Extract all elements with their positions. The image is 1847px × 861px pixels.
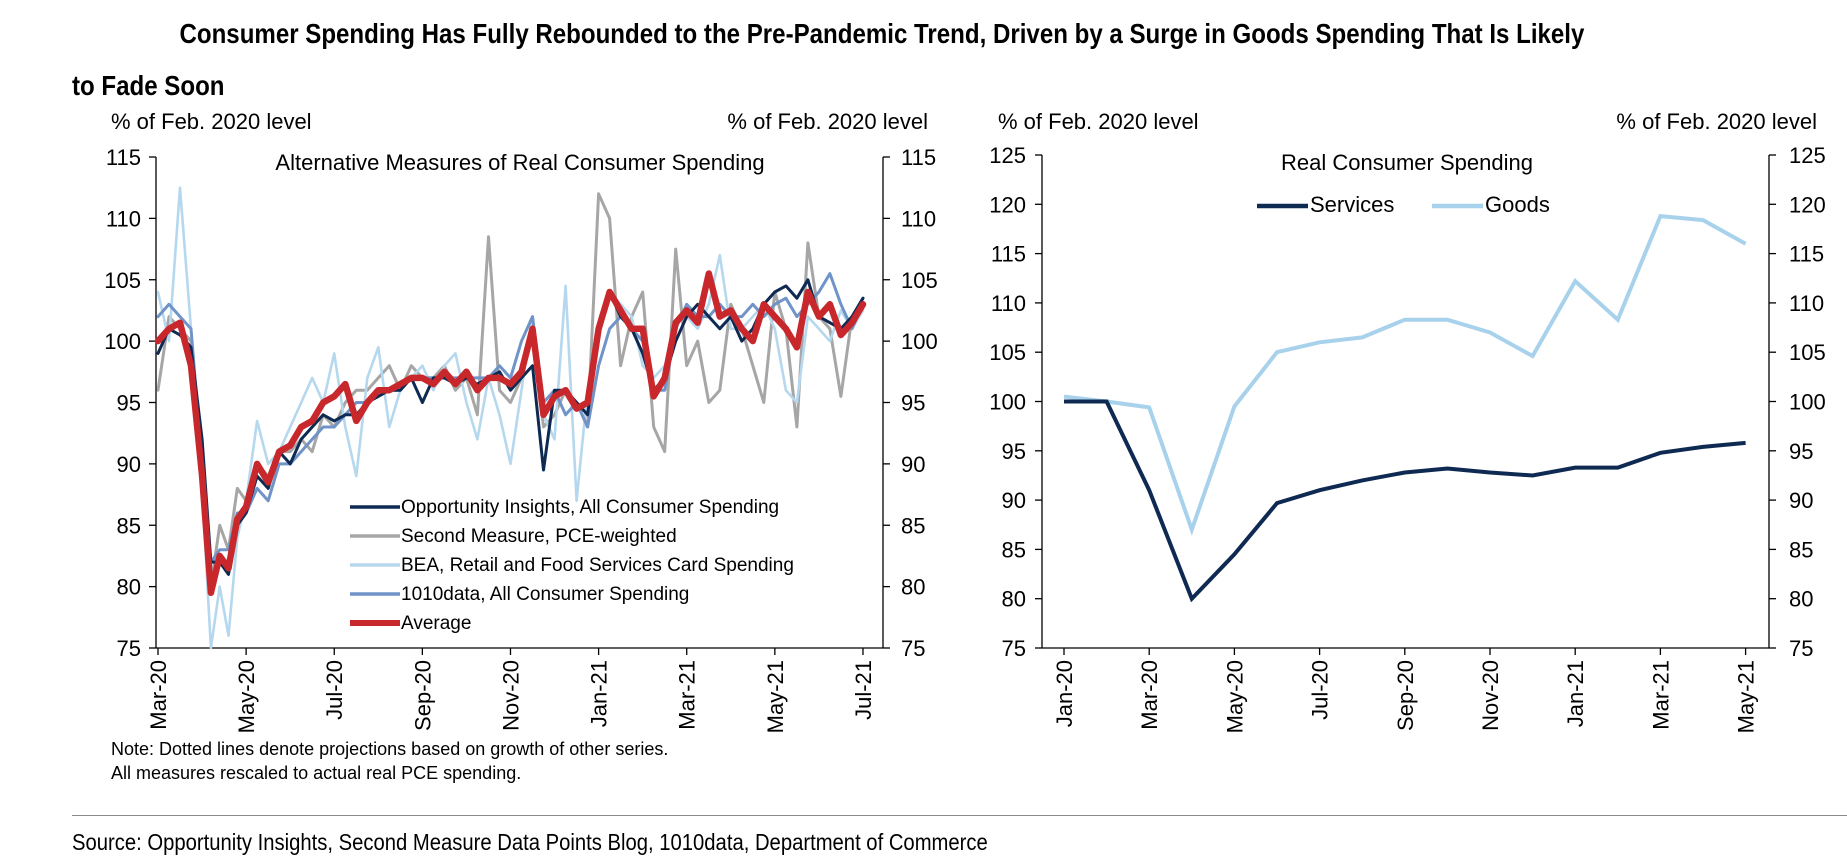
y-tick-label-right: 125: [1789, 143, 1826, 168]
x-tick-label: Mar-20: [1137, 660, 1162, 730]
series-line-bea: [156, 186, 865, 650]
x-tick-label: Jul-21: [851, 660, 876, 720]
x-tick-label: Jul-20: [322, 660, 347, 720]
x-tick-label: May-21: [763, 660, 788, 733]
x-tick-label: Jan-20: [1052, 660, 1077, 727]
y-tick-label-left: 100: [989, 390, 1026, 415]
note-line-2: All measures rescaled to actual real PCE…: [111, 763, 521, 783]
y-tick-label-right: 105: [1789, 340, 1826, 365]
y-tick-label-right: 105: [901, 268, 938, 293]
panel-title: Alternative Measures of Real Consumer Sp…: [275, 150, 764, 175]
x-tick-label: Nov-20: [1478, 660, 1503, 731]
y-tick-label-left: 105: [989, 340, 1026, 365]
right-axis-unit: % of Feb. 2020 level: [727, 109, 928, 134]
y-tick-label-right: 85: [1789, 537, 1813, 562]
y-tick-label-right: 75: [1789, 636, 1813, 661]
legend-label: Services: [1310, 192, 1394, 217]
y-tick-label-left: 90: [117, 452, 141, 477]
y-tick-label-right: 100: [1789, 390, 1826, 415]
x-tick-label: May-20: [1222, 660, 1247, 733]
x-tick-label: Mar-21: [1648, 660, 1673, 730]
y-tick-label-left: 115: [106, 145, 141, 170]
legend-label: Average: [401, 613, 471, 634]
y-tick-label-right: 120: [1789, 192, 1826, 217]
legend-label: 1010data, All Consumer Spending: [401, 584, 689, 605]
y-tick-label-right: 110: [1789, 291, 1824, 316]
x-tick-label: Mar-20: [146, 660, 171, 730]
y-tick-label-right: 95: [1789, 439, 1813, 464]
y-tick-label-right: 80: [901, 575, 925, 600]
y-tick-label-left: 120: [989, 192, 1026, 217]
x-tick-label: Sep-20: [1393, 660, 1418, 731]
y-tick-label-left: 95: [117, 391, 141, 416]
x-tick-label: Jan-21: [587, 660, 612, 727]
y-tick-label-left: 95: [1002, 439, 1026, 464]
x-tick-label: Nov-20: [498, 660, 523, 731]
y-tick-label-right: 95: [901, 391, 925, 416]
chart-title: Consumer Spending Has Fully Rebounded to…: [72, 18, 1585, 101]
left-axis-unit: % of Feb. 2020 level: [111, 109, 312, 134]
y-tick-label-left: 110: [991, 291, 1026, 316]
y-tick-label-right: 115: [901, 145, 936, 170]
source-note: Source: Opportunity Insights, Second Mea…: [72, 829, 988, 855]
x-tick-label: Jan-21: [1563, 660, 1588, 727]
y-tick-label-right: 110: [901, 206, 936, 231]
legend-label: Opportunity Insights, All Consumer Spend…: [401, 497, 779, 518]
y-tick-label-right: 75: [901, 636, 925, 661]
y-tick-label-left: 125: [989, 143, 1026, 168]
x-tick-label: Mar-21: [675, 660, 700, 730]
y-tick-label-left: 80: [1002, 587, 1026, 612]
y-tick-label-right: 100: [901, 329, 938, 354]
legend-label: Second Measure, PCE-weighted: [401, 526, 677, 547]
y-tick-label-left: 85: [117, 513, 141, 538]
right-panel: 75 75 80 80 85 85 90 90 95 95 100 100 105 105 110 110 11…: [989, 109, 1825, 733]
y-tick-label-left: 85: [1002, 537, 1026, 562]
legend-label: Goods: [1485, 192, 1550, 217]
x-tick-label: May-21: [1734, 660, 1759, 733]
left-axis-unit: % of Feb. 2020 level: [998, 109, 1199, 134]
legend-label: BEA, Retail and Food Services Card Spend…: [401, 555, 794, 576]
y-tick-label-left: 75: [117, 636, 141, 661]
series-line-average: [154, 270, 867, 597]
series-line-tenten: [156, 272, 865, 564]
y-tick-label-right: 80: [1789, 587, 1813, 612]
x-tick-label: Jul-20: [1308, 660, 1333, 720]
y-tick-label-right: 115: [1789, 242, 1824, 267]
right-axis-unit: % of Feb. 2020 level: [1616, 109, 1817, 134]
note-line-1: Note: Dotted lines denote projections ba…: [111, 739, 668, 759]
y-tick-label-right: 85: [901, 513, 925, 538]
series-line-services: [1064, 399, 1746, 603]
y-tick-label-right: 90: [901, 452, 925, 477]
y-tick-label-left: 80: [117, 575, 141, 600]
y-tick-label-left: 115: [991, 242, 1026, 267]
y-tick-label-left: 105: [104, 268, 141, 293]
x-tick-label: May-20: [234, 660, 259, 733]
source-divider: [72, 815, 1847, 816]
y-tick-label-right: 90: [1789, 488, 1813, 513]
y-tick-label-left: 75: [1002, 636, 1026, 661]
y-tick-label-left: 100: [104, 329, 141, 354]
series-line-goods: [1063, 213, 1747, 536]
y-tick-label-left: 90: [1002, 488, 1026, 513]
panel-title: Real Consumer Spending: [1281, 150, 1533, 175]
x-tick-label: Sep-20: [410, 660, 435, 731]
left-panel: 75 75 80 80 85 85 90 90 95 95 100 100 105 105 110 110 11…: [104, 109, 937, 783]
y-tick-label-left: 110: [106, 206, 141, 231]
